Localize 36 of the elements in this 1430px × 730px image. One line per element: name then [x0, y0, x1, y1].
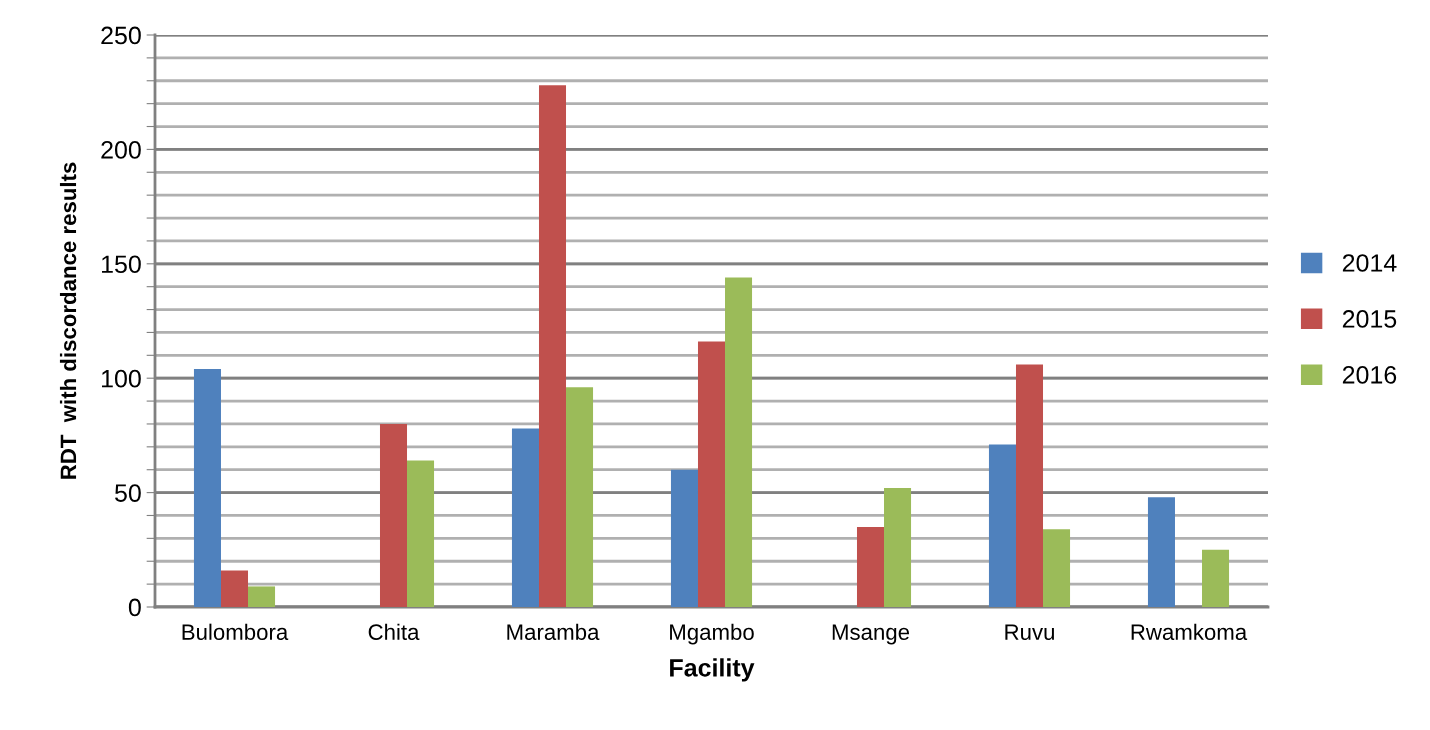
bar	[884, 488, 912, 607]
y-tick-label: 200	[101, 141, 141, 159]
bar	[725, 277, 753, 607]
bar	[407, 460, 435, 607]
bar	[856, 526, 885, 607]
bar	[379, 423, 408, 607]
y-tick-label: 100	[102, 369, 141, 388]
bar	[1202, 549, 1230, 607]
y-axis-title: RDT with discordance results	[59, 162, 77, 479]
legend-label: 2016	[1342, 366, 1397, 384]
y-tick-label: 50	[115, 484, 141, 502]
x-tick-label: Msange	[832, 624, 910, 645]
x-axis-title: Facility	[670, 658, 755, 682]
bar	[670, 469, 698, 607]
bar	[511, 428, 539, 607]
x-tick-label: Ruvu	[1005, 624, 1054, 640]
bar	[248, 586, 276, 607]
bar	[697, 341, 726, 607]
x-tick-label: Rwamkoma	[1131, 623, 1248, 640]
bar	[538, 85, 567, 607]
bar	[1015, 364, 1044, 607]
x-tick-label: Chita	[368, 623, 420, 640]
bar	[566, 387, 594, 607]
legend-label: 2014	[1342, 254, 1397, 272]
x-tick-label: Maramba	[507, 623, 600, 640]
y-tick-label: 150	[102, 255, 141, 274]
x-tick-label: Bulombora	[182, 623, 289, 640]
y-tick-label: 0	[128, 598, 141, 617]
bar	[220, 570, 249, 607]
bar	[193, 369, 221, 607]
legend-label: 2015	[1342, 310, 1397, 328]
bar	[1147, 497, 1175, 607]
x-tick-label: Mgambo	[670, 623, 754, 645]
bar	[988, 444, 1016, 607]
y-tick-label: 250	[101, 26, 141, 45]
bar	[1043, 529, 1071, 607]
